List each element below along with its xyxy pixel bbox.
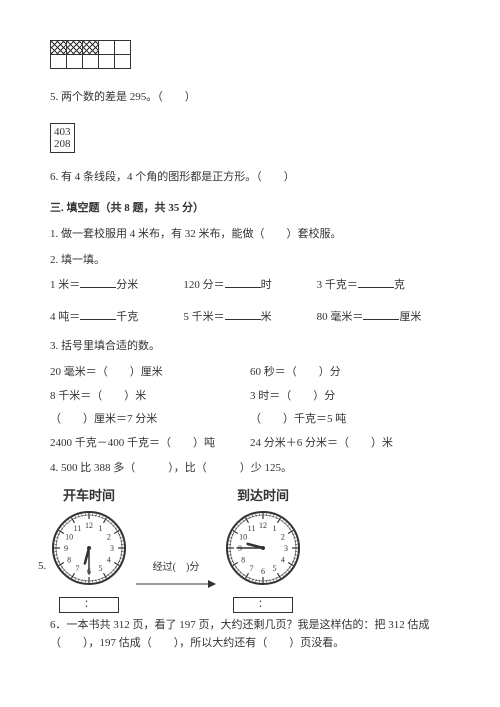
grid-cell — [83, 41, 99, 55]
svg-text:8: 8 — [241, 555, 245, 564]
departure-clock: 123456789101112 — [50, 509, 128, 587]
q5-marker: 5. — [38, 558, 46, 576]
departure-label: 开车时间 — [50, 486, 128, 507]
svg-text:11: 11 — [248, 524, 256, 533]
grid-cell — [99, 55, 115, 69]
grid-cell — [115, 41, 131, 55]
conv-2b: 5 千米＝ 米 — [183, 309, 316, 327]
conv-1c: 3 千克＝ 克 — [317, 277, 450, 295]
grid-cell — [67, 41, 83, 55]
conversion-row-1: 1 米＝ 分米 120 分＝ 时 3 千克＝ 克 — [50, 277, 450, 295]
svg-text:5: 5 — [273, 564, 277, 573]
elapsed-block: 经过( )分 — [136, 510, 216, 590]
conv-2a: 4 吨＝ 千克 — [50, 309, 183, 327]
conv-2c: 80 毫米＝ 厘米 — [317, 309, 450, 327]
departure-clock-block: 开车时间 123456789101112 ： — [50, 486, 128, 613]
svg-text:3: 3 — [110, 544, 114, 553]
arrow-icon — [136, 578, 216, 590]
svg-text:1: 1 — [99, 524, 103, 533]
svg-text:10: 10 — [65, 532, 73, 541]
num-box-bottom: 208 — [54, 138, 71, 150]
blank-input[interactable] — [225, 277, 261, 288]
conv-1b: 120 分＝ 时 — [183, 277, 316, 295]
conv-unit: 克 — [394, 279, 405, 291]
departure-time-input[interactable]: ： — [59, 597, 119, 613]
brk-4b: 24 分米＋6 分米＝（ ）米 — [250, 435, 450, 453]
question-5: 5. 两个数的差是 295。（ ） — [50, 89, 450, 107]
conv-unit: 厘米 — [399, 311, 421, 323]
svg-text:1: 1 — [273, 524, 277, 533]
conv-label: 4 吨＝ — [50, 311, 80, 323]
svg-text:9: 9 — [64, 544, 68, 553]
bracket-row-4: 2400 千克－400 千克＝（ ）吨 24 分米＋6 分米＝（ ）米 — [50, 435, 450, 453]
blank-input[interactable] — [80, 277, 116, 288]
svg-text:4: 4 — [107, 555, 111, 564]
bracket-row-2: 8 千米＝（ ）米 3 时＝（ ）分 — [50, 388, 450, 406]
grid-cell — [51, 55, 67, 69]
svg-text:5: 5 — [99, 564, 103, 573]
question-6: 6. 有 4 条线段，4 个角的图形都是正方形。（ ） — [50, 169, 450, 187]
grid-cell — [67, 55, 83, 69]
svg-text:11: 11 — [74, 524, 82, 533]
svg-text:12: 12 — [259, 521, 267, 530]
grid-table — [50, 40, 131, 69]
s3-q3: 3. 括号里填合适的数。 — [50, 338, 450, 356]
blank-input[interactable] — [225, 309, 261, 320]
num-box-top: 403 — [54, 126, 71, 138]
conv-label: 3 千克＝ — [317, 279, 358, 291]
grid-cell — [115, 55, 131, 69]
arrival-clock: 123456789101112 — [224, 509, 302, 587]
svg-text:3: 3 — [284, 544, 288, 553]
conv-unit: 时 — [261, 279, 272, 291]
blank-input[interactable] — [80, 309, 116, 320]
arrival-time-input[interactable]: ： — [233, 597, 293, 613]
number-box: 403 208 — [50, 123, 75, 153]
s3-q2: 2. 填一填。 — [50, 252, 450, 270]
blank-input[interactable] — [358, 277, 394, 288]
brk-1a: 20 毫米＝（ ）厘米 — [50, 364, 250, 382]
svg-text:4: 4 — [281, 555, 285, 564]
blank-input[interactable] — [363, 309, 399, 320]
conv-label: 120 分＝ — [183, 279, 224, 291]
elapsed-label: 经过( )分 — [153, 560, 200, 576]
conversion-row-2: 4 吨＝ 千克 5 千米＝ 米 80 毫米＝ 厘米 — [50, 309, 450, 327]
brk-4a: 2400 千克－400 千克＝（ ）吨 — [50, 435, 250, 453]
conv-unit: 千克 — [116, 311, 138, 323]
conv-unit: 米 — [261, 311, 272, 323]
svg-text:8: 8 — [67, 555, 71, 564]
s3-q4: 4. 500 比 388 多（ ），比（ ）少 125。 — [50, 460, 450, 478]
bracket-row-1: 20 毫米＝（ ）厘米 60 秒＝（ ）分 — [50, 364, 450, 382]
s3-q6: 6．一本书共 312 页，看了 197 页，大约还剩几页？我是这样估的：把 31… — [50, 617, 450, 652]
section-3-title: 三. 填空题（共 8 题，共 35 分） — [50, 200, 450, 218]
arrival-label: 到达时间 — [224, 486, 302, 507]
conv-label: 1 米＝ — [50, 279, 80, 291]
conv-1a: 1 米＝ 分米 — [50, 277, 183, 295]
svg-text:10: 10 — [239, 532, 247, 541]
conv-unit: 分米 — [116, 279, 138, 291]
conv-label: 80 毫米＝ — [317, 311, 364, 323]
clock-section: 5. 开车时间 123456789101112 ： 经过( )分 到达时间 12… — [50, 486, 450, 613]
bracket-row-3: （ ）厘米＝7 分米 （ ）千克＝5 吨 — [50, 411, 450, 429]
brk-2b: 3 时＝（ ）分 — [250, 388, 450, 406]
conv-label: 5 千米＝ — [183, 311, 224, 323]
s3-q1: 1. 做一套校服用 4 米布，有 32 米布，能做（ ）套校服。 — [50, 226, 450, 244]
svg-text:2: 2 — [107, 532, 111, 541]
grid-cell — [83, 55, 99, 69]
brk-3b: （ ）千克＝5 吨 — [250, 411, 450, 429]
svg-text:12: 12 — [85, 521, 93, 530]
svg-text:7: 7 — [76, 564, 80, 573]
arrival-clock-block: 到达时间 123456789101112 ： — [224, 486, 302, 613]
svg-text:7: 7 — [250, 564, 254, 573]
grid-cell — [51, 41, 67, 55]
svg-text:2: 2 — [281, 532, 285, 541]
svg-text:6: 6 — [261, 567, 265, 576]
brk-3a: （ ）厘米＝7 分米 — [50, 411, 250, 429]
brk-1b: 60 秒＝（ ）分 — [250, 364, 450, 382]
grid-cell — [99, 41, 115, 55]
brk-2a: 8 千米＝（ ）米 — [50, 388, 250, 406]
shaded-grid-figure — [50, 40, 450, 69]
